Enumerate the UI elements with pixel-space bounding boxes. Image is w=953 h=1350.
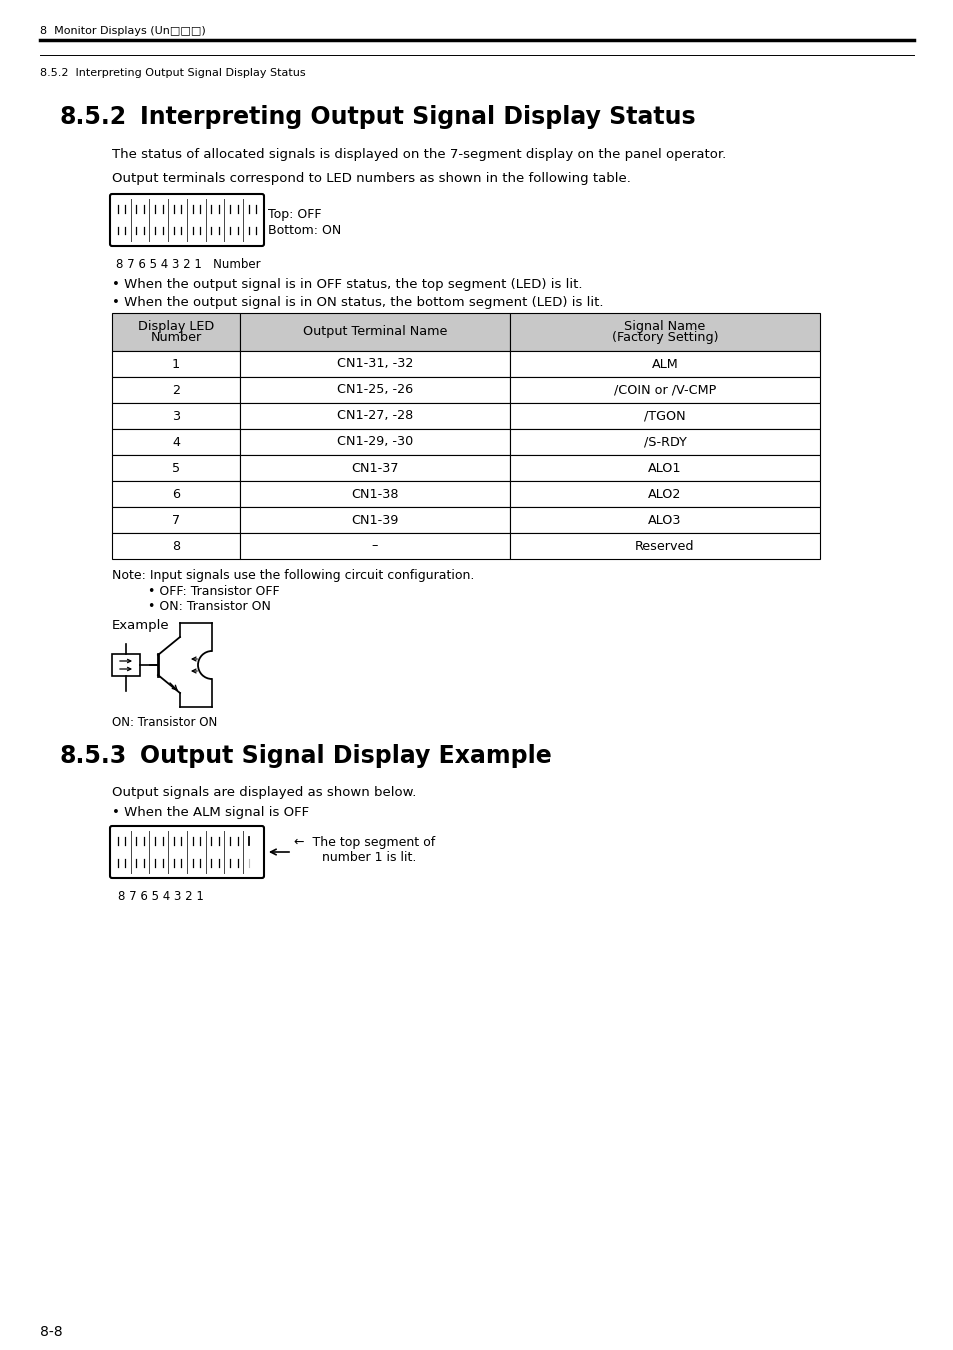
Text: Output terminals correspond to LED numbers as shown in the following table.: Output terminals correspond to LED numbe… [112,171,630,185]
Text: 4: 4 [172,436,180,448]
Text: Output Signal Display Example: Output Signal Display Example [140,744,551,768]
Text: Output signals are displayed as shown below.: Output signals are displayed as shown be… [112,786,416,799]
Text: 1: 1 [172,358,180,370]
Bar [510,313,820,351]
Text: Signal Name: Signal Name [623,320,705,332]
Text: CN1-29, -30: CN1-29, -30 [336,436,413,448]
Bar [510,508,820,533]
Bar [112,377,240,404]
Text: Example: Example [112,620,170,632]
Text: (Factory Setting): (Factory Setting) [611,331,718,344]
Text: CN1-38: CN1-38 [351,487,398,501]
Text: CN1-37: CN1-37 [351,462,398,474]
Text: 2: 2 [172,383,180,397]
Bar [112,429,240,455]
Text: 7: 7 [172,513,180,526]
Text: Interpreting Output Signal Display Status: Interpreting Output Signal Display Statu… [140,105,695,130]
Text: ALO1: ALO1 [648,462,681,474]
Text: ON: Transistor ON: ON: Transistor ON [112,716,217,729]
Bar [240,508,510,533]
Bar [112,404,240,429]
Text: 5: 5 [172,462,180,474]
Text: /TGON: /TGON [643,409,685,423]
Bar [510,404,820,429]
Bar [510,533,820,559]
Text: 8: 8 [172,540,180,552]
Text: 8.5.3: 8.5.3 [60,744,127,768]
Text: 8.5.2: 8.5.2 [60,105,127,130]
Text: • OFF: Transistor OFF: • OFF: Transistor OFF [148,585,279,598]
Text: CN1-25, -26: CN1-25, -26 [336,383,413,397]
Text: 8  Monitor Displays (Un□□□): 8 Monitor Displays (Un□□□) [40,26,206,36]
Text: Note: Input signals use the following circuit configuration.: Note: Input signals use the following ci… [112,568,474,582]
Text: • When the ALM signal is OFF: • When the ALM signal is OFF [112,806,309,819]
Text: ←  The top segment of: ← The top segment of [294,836,435,849]
Bar [112,313,240,351]
Text: The status of allocated signals is displayed on the 7-segment display on the pan: The status of allocated signals is displ… [112,148,725,161]
Bar [240,455,510,481]
Text: CN1-27, -28: CN1-27, -28 [336,409,413,423]
Text: ALO2: ALO2 [648,487,681,501]
Bar [112,533,240,559]
Bar [240,377,510,404]
Bar [112,653,140,676]
Text: • When the output signal is in OFF status, the top segment (LED) is lit.: • When the output signal is in OFF statu… [112,278,582,292]
Text: 8 7 6 5 4 3 2 1   Number: 8 7 6 5 4 3 2 1 Number [116,258,260,271]
Text: number 1 is lit.: number 1 is lit. [294,850,416,864]
Text: Display LED: Display LED [138,320,213,332]
Bar [240,429,510,455]
Text: CN1-39: CN1-39 [351,513,398,526]
FancyBboxPatch shape [110,194,264,246]
Text: ALO3: ALO3 [648,513,681,526]
Bar [510,481,820,508]
Bar [510,429,820,455]
Text: 8-8: 8-8 [40,1324,63,1339]
Bar [240,404,510,429]
Text: 8 7 6 5 4 3 2 1: 8 7 6 5 4 3 2 1 [118,890,204,903]
Bar [112,481,240,508]
Bar [510,455,820,481]
FancyBboxPatch shape [110,826,264,878]
Text: ALM: ALM [651,358,678,370]
Bar [240,533,510,559]
Bar [240,313,510,351]
Bar [112,508,240,533]
Bar [112,351,240,377]
Bar [240,351,510,377]
Text: Number: Number [151,331,201,344]
Text: Top: OFF: Top: OFF [268,208,321,221]
Text: Reserved: Reserved [635,540,694,552]
Text: Bottom: ON: Bottom: ON [268,224,341,238]
Text: • When the output signal is in ON status, the bottom segment (LED) is lit.: • When the output signal is in ON status… [112,296,603,309]
Text: Output Terminal Name: Output Terminal Name [302,325,447,339]
Bar [112,455,240,481]
Text: /S-RDY: /S-RDY [643,436,686,448]
Bar [510,377,820,404]
Text: /COIN or /V-CMP: /COIN or /V-CMP [613,383,716,397]
Text: 6: 6 [172,487,180,501]
Text: CN1-31, -32: CN1-31, -32 [336,358,413,370]
Text: 8.5.2  Interpreting Output Signal Display Status: 8.5.2 Interpreting Output Signal Display… [40,68,305,78]
Text: –: – [372,540,377,552]
Bar [240,481,510,508]
Bar [510,351,820,377]
Text: 3: 3 [172,409,180,423]
Text: • ON: Transistor ON: • ON: Transistor ON [148,599,271,613]
